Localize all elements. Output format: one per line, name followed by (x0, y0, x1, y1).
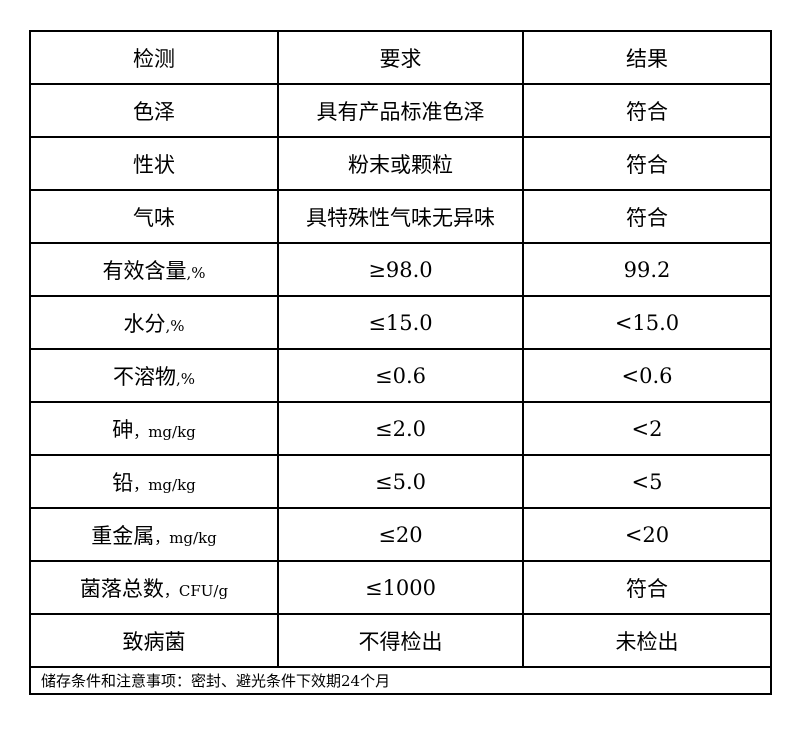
footer-row: 储存条件和注意事项：密封、避光条件下效期24个月 (29, 666, 772, 695)
test-item: 气味 (29, 189, 279, 244)
requirement: ≥98.0 (277, 242, 524, 297)
result: 符合 (522, 560, 772, 615)
requirement: ≤2.0 (277, 401, 524, 456)
test-name: 有效含量 (102, 258, 187, 283)
test-unit: ，mg/kg (133, 475, 196, 494)
test-name: 致病菌 (122, 629, 186, 654)
test-item: 不溶物,% (29, 348, 279, 403)
test-item: 铅，mg/kg (29, 454, 279, 509)
storage-note: 储存条件和注意事项：密封、避光条件下效期24个月 (29, 666, 772, 695)
test-unit: ，mg/kg (133, 422, 196, 441)
test-name: 色泽 (133, 99, 175, 124)
table-row: 色泽 具有产品标准色泽 符合 (29, 83, 772, 138)
table-row: 有效含量,% ≥98.0 99.2 (29, 242, 772, 297)
header-requirement: 要求 (277, 30, 524, 85)
result: 99.2 (522, 242, 772, 297)
result: 未检出 (522, 613, 772, 668)
test-item: 有效含量,% (29, 242, 279, 297)
requirement: 不得检出 (277, 613, 524, 668)
test-name: 水分 (123, 311, 166, 336)
result: 符合 (522, 83, 772, 138)
test-name: 菌落总数 (79, 576, 164, 601)
result: <2 (522, 401, 772, 456)
header-row: 检测 要求 结果 (29, 30, 772, 85)
test-item: 水分,% (29, 295, 279, 350)
test-name: 砷 (112, 417, 134, 442)
table-row: 水分,% ≤15.0 <15.0 (29, 295, 772, 350)
table-row: 砷，mg/kg ≤2.0 <2 (29, 401, 772, 456)
requirement: ≤0.6 (277, 348, 524, 403)
requirement: ≤1000 (277, 560, 524, 615)
requirement: ≤15.0 (277, 295, 524, 350)
table-row: 气味 具特殊性气味无异味 符合 (29, 189, 772, 244)
header-result: 结果 (522, 30, 772, 85)
test-unit: ，CFU/g (163, 581, 229, 600)
test-name: 重金属 (91, 523, 155, 548)
test-item: 性状 (29, 136, 279, 191)
table-row: 不溶物,% ≤0.6 <0.6 (29, 348, 772, 403)
test-item: 致病菌 (29, 613, 279, 668)
test-unit: ,% (186, 263, 206, 282)
test-unit: ,% (165, 316, 185, 335)
result: <0.6 (522, 348, 772, 403)
test-item: 砷，mg/kg (29, 401, 279, 456)
result: 符合 (522, 136, 772, 191)
test-item: 菌落总数，CFU/g (29, 560, 279, 615)
requirement: ≤5.0 (277, 454, 524, 509)
test-name: 气味 (133, 205, 175, 230)
result: <20 (522, 507, 772, 562)
inspection-table: 检测 要求 结果 色泽 具有产品标准色泽 符合 性状 粉末或颗粒 符合 气味 具特殊性气味无异… (29, 30, 772, 695)
requirement: 具特殊性气味无异味 (277, 189, 524, 244)
result: <15.0 (522, 295, 772, 350)
test-unit: ，mg/kg (154, 528, 217, 547)
table-row: 铅，mg/kg ≤5.0 <5 (29, 454, 772, 509)
test-name: 性状 (133, 152, 175, 177)
test-item: 重金属，mg/kg (29, 507, 279, 562)
test-item: 色泽 (29, 83, 279, 138)
table-row: 致病菌 不得检出 未检出 (29, 613, 772, 668)
header-test: 检测 (29, 30, 279, 85)
test-name: 铅 (112, 470, 134, 495)
test-name: 不溶物 (112, 364, 176, 389)
table-row: 性状 粉末或颗粒 符合 (29, 136, 772, 191)
requirement: 粉末或颗粒 (277, 136, 524, 191)
requirement: 具有产品标准色泽 (277, 83, 524, 138)
test-unit: ,% (175, 369, 196, 388)
table-row: 重金属，mg/kg ≤20 <20 (29, 507, 772, 562)
table-row: 菌落总数，CFU/g ≤1000 符合 (29, 560, 772, 615)
result: <5 (522, 454, 772, 509)
result: 符合 (522, 189, 772, 244)
requirement: ≤20 (277, 507, 524, 562)
